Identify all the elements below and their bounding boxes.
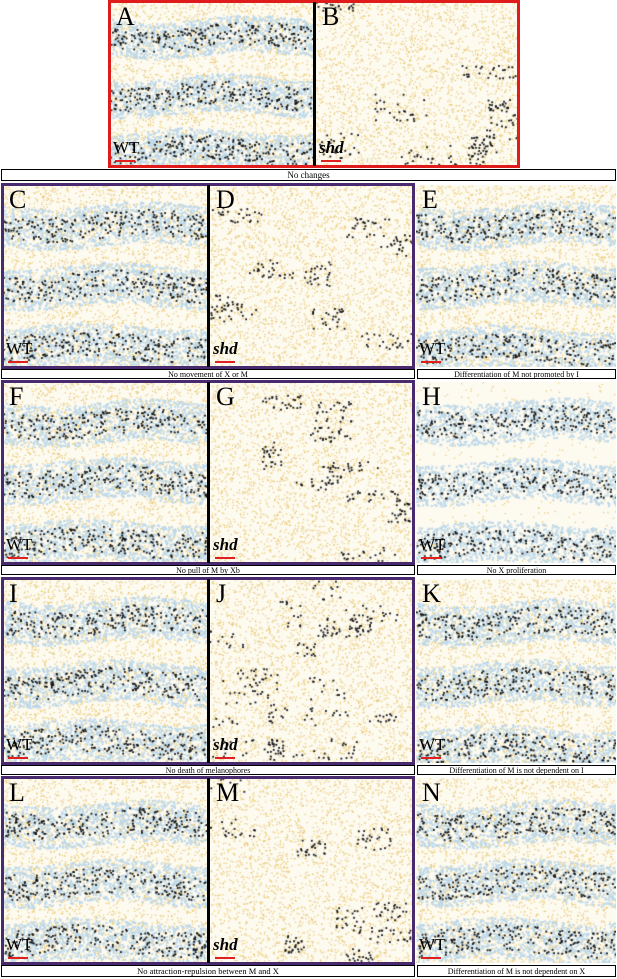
pattern-image <box>3 185 207 367</box>
pattern-image <box>416 579 616 763</box>
pattern-image <box>110 2 313 166</box>
genotype-label: WT <box>419 339 446 358</box>
panel-letter: J <box>216 579 227 608</box>
scale-bar <box>8 757 28 759</box>
caption-no-attraction-repulsion: No attraction-repulsion between M and X <box>1 965 415 977</box>
panel-f: F WT <box>3 382 207 563</box>
pattern-image <box>3 778 207 963</box>
pattern-image <box>3 382 207 563</box>
scale-bar <box>8 361 28 363</box>
pattern-image <box>210 185 413 367</box>
scale-bar <box>421 757 441 759</box>
caption-diff-not-promoted: Differentiation of M not promoted by I <box>417 369 616 379</box>
scale-bar <box>215 361 235 363</box>
panel-letter: H <box>422 382 441 411</box>
pattern-image <box>210 579 413 763</box>
panel-k: K WT <box>416 579 616 763</box>
pattern-image <box>416 382 616 563</box>
panel-letter: M <box>216 778 240 807</box>
panel-letter: G <box>216 382 235 411</box>
panel-letter: L <box>9 778 25 807</box>
panel-letter: F <box>9 382 24 411</box>
panel-e: E WT <box>416 185 616 367</box>
scale-bar <box>421 557 441 559</box>
caption-diff-not-dependent-i: Differentiation of M is not dependent on… <box>417 765 616 775</box>
caption-no-changes: No changes <box>1 169 616 181</box>
caption-no-death: No death of melanophores <box>1 765 415 775</box>
panel-letter: A <box>116 2 135 31</box>
panel-letter: E <box>422 185 438 214</box>
scale-bar <box>115 160 135 162</box>
panel-letter: I <box>9 579 18 608</box>
genotype-label: shd <box>319 138 344 157</box>
panel-n: N WT <box>416 778 616 963</box>
genotype-label: shd <box>213 535 238 554</box>
scale-bar <box>421 957 441 959</box>
pattern-image <box>416 778 616 963</box>
panel-letter: K <box>422 579 441 608</box>
caption-diff-not-dependent-x: Differentiation of M is not dependent on… <box>417 965 616 977</box>
genotype-label: shd <box>213 735 238 754</box>
genotype-label: WT <box>6 535 33 554</box>
pattern-image <box>210 382 413 563</box>
panel-i: I WT <box>3 579 207 763</box>
scale-bar <box>321 160 341 162</box>
scale-bar <box>215 757 235 759</box>
panel-l: L WT <box>3 778 207 963</box>
pattern-image <box>210 778 413 963</box>
panel-a: A WT <box>110 2 313 166</box>
pattern-image <box>3 579 207 763</box>
scale-bar <box>215 957 235 959</box>
genotype-label: WT <box>6 339 33 358</box>
panel-letter: D <box>216 185 235 214</box>
genotype-label: shd <box>213 935 238 954</box>
scale-bar <box>8 957 28 959</box>
panel-letter: C <box>9 185 27 214</box>
genotype-label: WT <box>113 138 140 157</box>
caption-no-pull: No pull of M by Xb <box>1 565 415 575</box>
scale-bar <box>8 557 28 559</box>
scale-bar <box>215 557 235 559</box>
caption-no-movement: No movement of X or M <box>1 369 415 379</box>
pattern-image <box>316 2 517 166</box>
genotype-label: WT <box>6 935 33 954</box>
panel-h: H WT <box>416 382 616 563</box>
panel-letter: B <box>322 2 340 31</box>
genotype-label: shd <box>213 339 238 358</box>
genotype-label: WT <box>419 535 446 554</box>
scale-bar <box>421 361 441 363</box>
panel-c: C WT <box>3 185 207 367</box>
genotype-label: WT <box>6 735 33 754</box>
pattern-image <box>416 185 616 367</box>
caption-no-x-proliferation: No X proliferation <box>417 565 616 575</box>
genotype-label: WT <box>419 935 446 954</box>
panel-letter: N <box>422 778 441 807</box>
genotype-label: WT <box>419 735 446 754</box>
